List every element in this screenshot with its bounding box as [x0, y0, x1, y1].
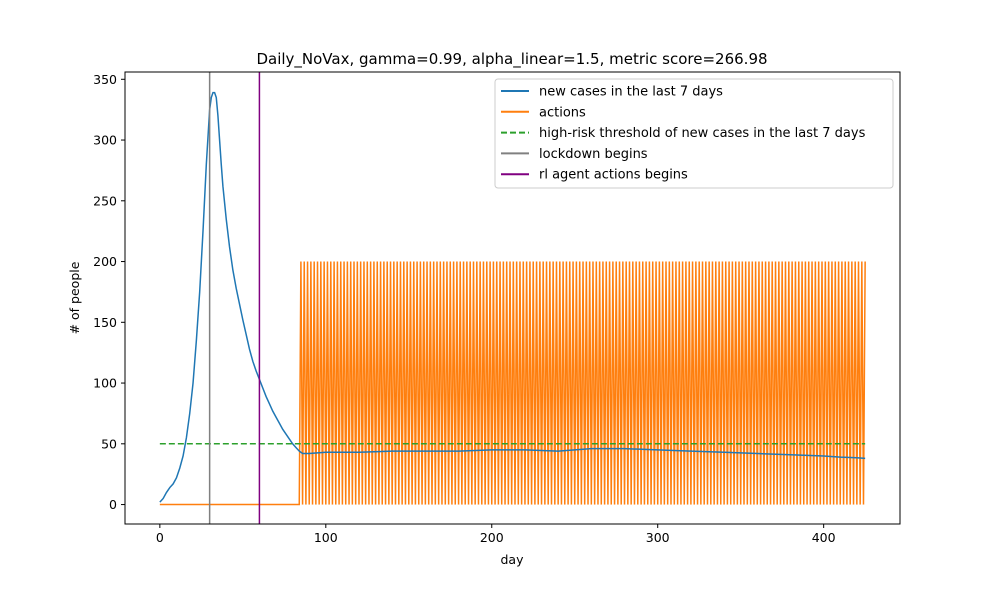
- plot-frame: [124, 71, 901, 525]
- legend-label: rl agent actions begins: [539, 168, 688, 183]
- y-tick-label: 250: [93, 193, 117, 208]
- y-tick-label: 0: [109, 497, 117, 512]
- y-tick-label: 350: [93, 72, 117, 87]
- series-line-actions: [159, 261, 866, 506]
- legend-box: [494, 78, 894, 189]
- y-tick-label: 100: [93, 376, 117, 391]
- x-tick-label: 300: [646, 530, 670, 545]
- legend-label: high-risk threshold of new cases in the …: [539, 126, 866, 141]
- legend-label: new cases in the last 7 days: [539, 85, 723, 100]
- legend-label: lockdown begins: [539, 147, 648, 162]
- y-tick-label: 200: [93, 254, 117, 269]
- x-axis-label: day: [501, 552, 525, 567]
- x-tick-label: 100: [314, 530, 338, 545]
- legend-label: actions: [539, 105, 586, 120]
- y-tick-label: 50: [101, 436, 117, 451]
- x-tick-label: 400: [812, 530, 836, 545]
- x-tick-label: 0: [156, 530, 164, 545]
- legend: new cases in the last 7 days actions high-…: [494, 78, 894, 189]
- x-tick-label: 200: [480, 530, 504, 545]
- chart-title: Daily_NoVax, gamma=0.99, alpha_linear=1.…: [256, 50, 767, 69]
- y-tick-label: 300: [93, 133, 117, 148]
- y-axis-label: # of people: [67, 261, 82, 334]
- y-tick-label: 150: [93, 315, 117, 330]
